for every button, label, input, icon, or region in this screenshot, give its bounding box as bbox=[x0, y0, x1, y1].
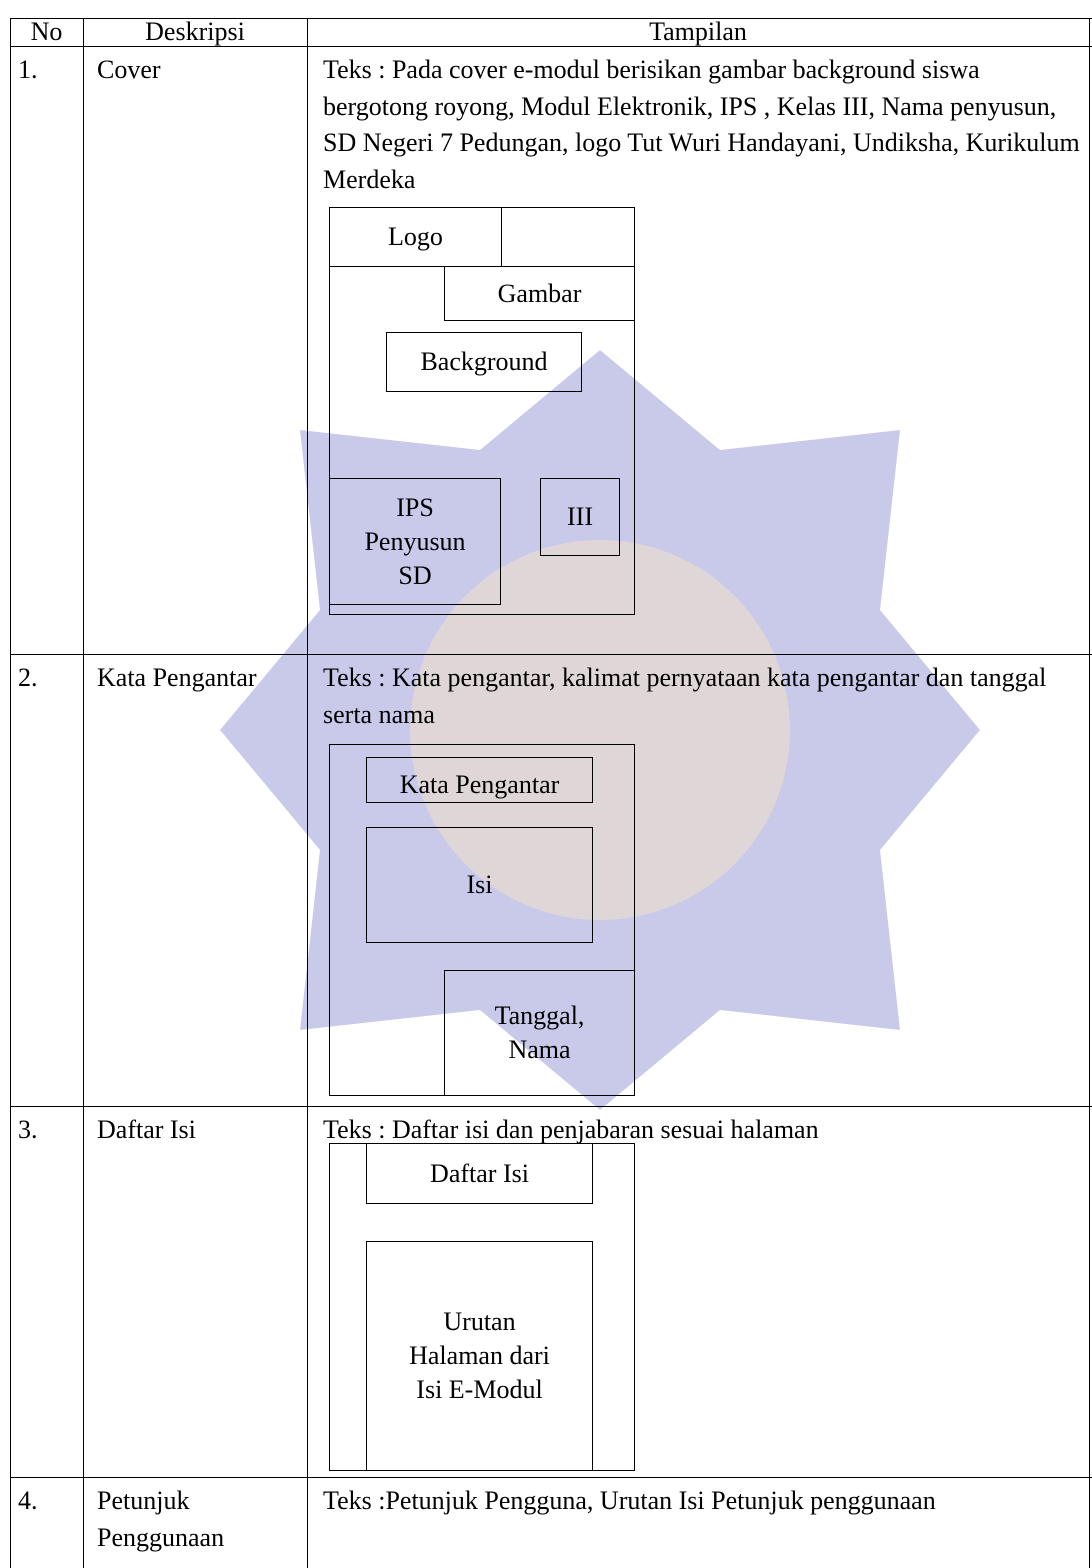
row-number: 2. bbox=[18, 663, 38, 692]
row-number: 1. bbox=[18, 55, 38, 84]
wireframe-label: IPS bbox=[396, 492, 434, 522]
wireframe-label: Daftar Isi bbox=[430, 1158, 529, 1188]
wireframe-label: Halaman dari bbox=[409, 1341, 550, 1370]
table-border bbox=[10, 18, 1092, 19]
wireframe-box: Background bbox=[386, 332, 582, 392]
wireframe-label: Tanggal, bbox=[494, 1001, 585, 1030]
wireframe-label: Background bbox=[420, 347, 548, 376]
wireframe-box: Gambar bbox=[444, 266, 635, 321]
row-number: 3. bbox=[18, 1115, 38, 1144]
column-border bbox=[83, 18, 84, 1568]
wireframe-label: Penyusun bbox=[364, 526, 466, 556]
wireframe-label: Isi E-Modul bbox=[416, 1375, 543, 1404]
watermark bbox=[220, 350, 980, 1110]
wireframe-box: III bbox=[540, 478, 620, 556]
column-border bbox=[307, 18, 308, 1568]
header-cell: Tampilan bbox=[649, 17, 747, 46]
row-text: Teks :Petunjuk Pengguna, Urutan Isi Petu… bbox=[323, 1486, 936, 1515]
wireframe-label: III bbox=[567, 502, 593, 531]
row-text: Teks : Pada cover e-modul berisikan gamb… bbox=[323, 55, 1080, 194]
wireframe-label: Logo bbox=[388, 222, 443, 251]
row-number: 4. bbox=[18, 1486, 38, 1515]
wireframe-box: Tanggal, Nama bbox=[444, 970, 635, 1096]
row-border bbox=[10, 654, 1092, 655]
wireframe-label: Gambar bbox=[497, 278, 582, 308]
wireframe-box: Urutan Halaman dari Isi E-Modul bbox=[366, 1241, 593, 1471]
wireframe-box: Kata Pengantar bbox=[366, 757, 593, 803]
wireframe-label: Kata Pengantar bbox=[399, 770, 560, 799]
row-border bbox=[10, 46, 1092, 47]
wireframe-label: Urutan bbox=[443, 1307, 516, 1336]
row-description: Cover bbox=[97, 55, 161, 84]
wireframe-label: Isi bbox=[466, 870, 493, 899]
column-border bbox=[10, 18, 11, 1568]
row-text: Teks : Kata pengantar, kalimat pernyataa… bbox=[323, 663, 1047, 729]
row-description: Kata Pengantar bbox=[97, 663, 257, 692]
wireframe-label: Nama bbox=[508, 1035, 571, 1064]
wireframe-box: IPS Penyusun SD bbox=[329, 478, 501, 605]
row-border bbox=[10, 1106, 1092, 1107]
wireframe-label: SD bbox=[398, 560, 432, 590]
header-cell: No bbox=[30, 17, 63, 46]
row-border bbox=[10, 1477, 1092, 1478]
wireframe-box: Isi bbox=[366, 827, 593, 943]
wireframe-box: Daftar Isi bbox=[366, 1143, 593, 1204]
wireframe-box: Logo bbox=[329, 207, 502, 267]
row-description: Petunjuk Penggunaan bbox=[97, 1486, 225, 1552]
row-description: Daftar Isi bbox=[97, 1115, 196, 1144]
column-border bbox=[1089, 18, 1090, 1568]
header-cell: Deskripsi bbox=[145, 17, 245, 46]
row-text: Teks : Daftar isi dan penjabaran sesuai … bbox=[323, 1115, 819, 1144]
